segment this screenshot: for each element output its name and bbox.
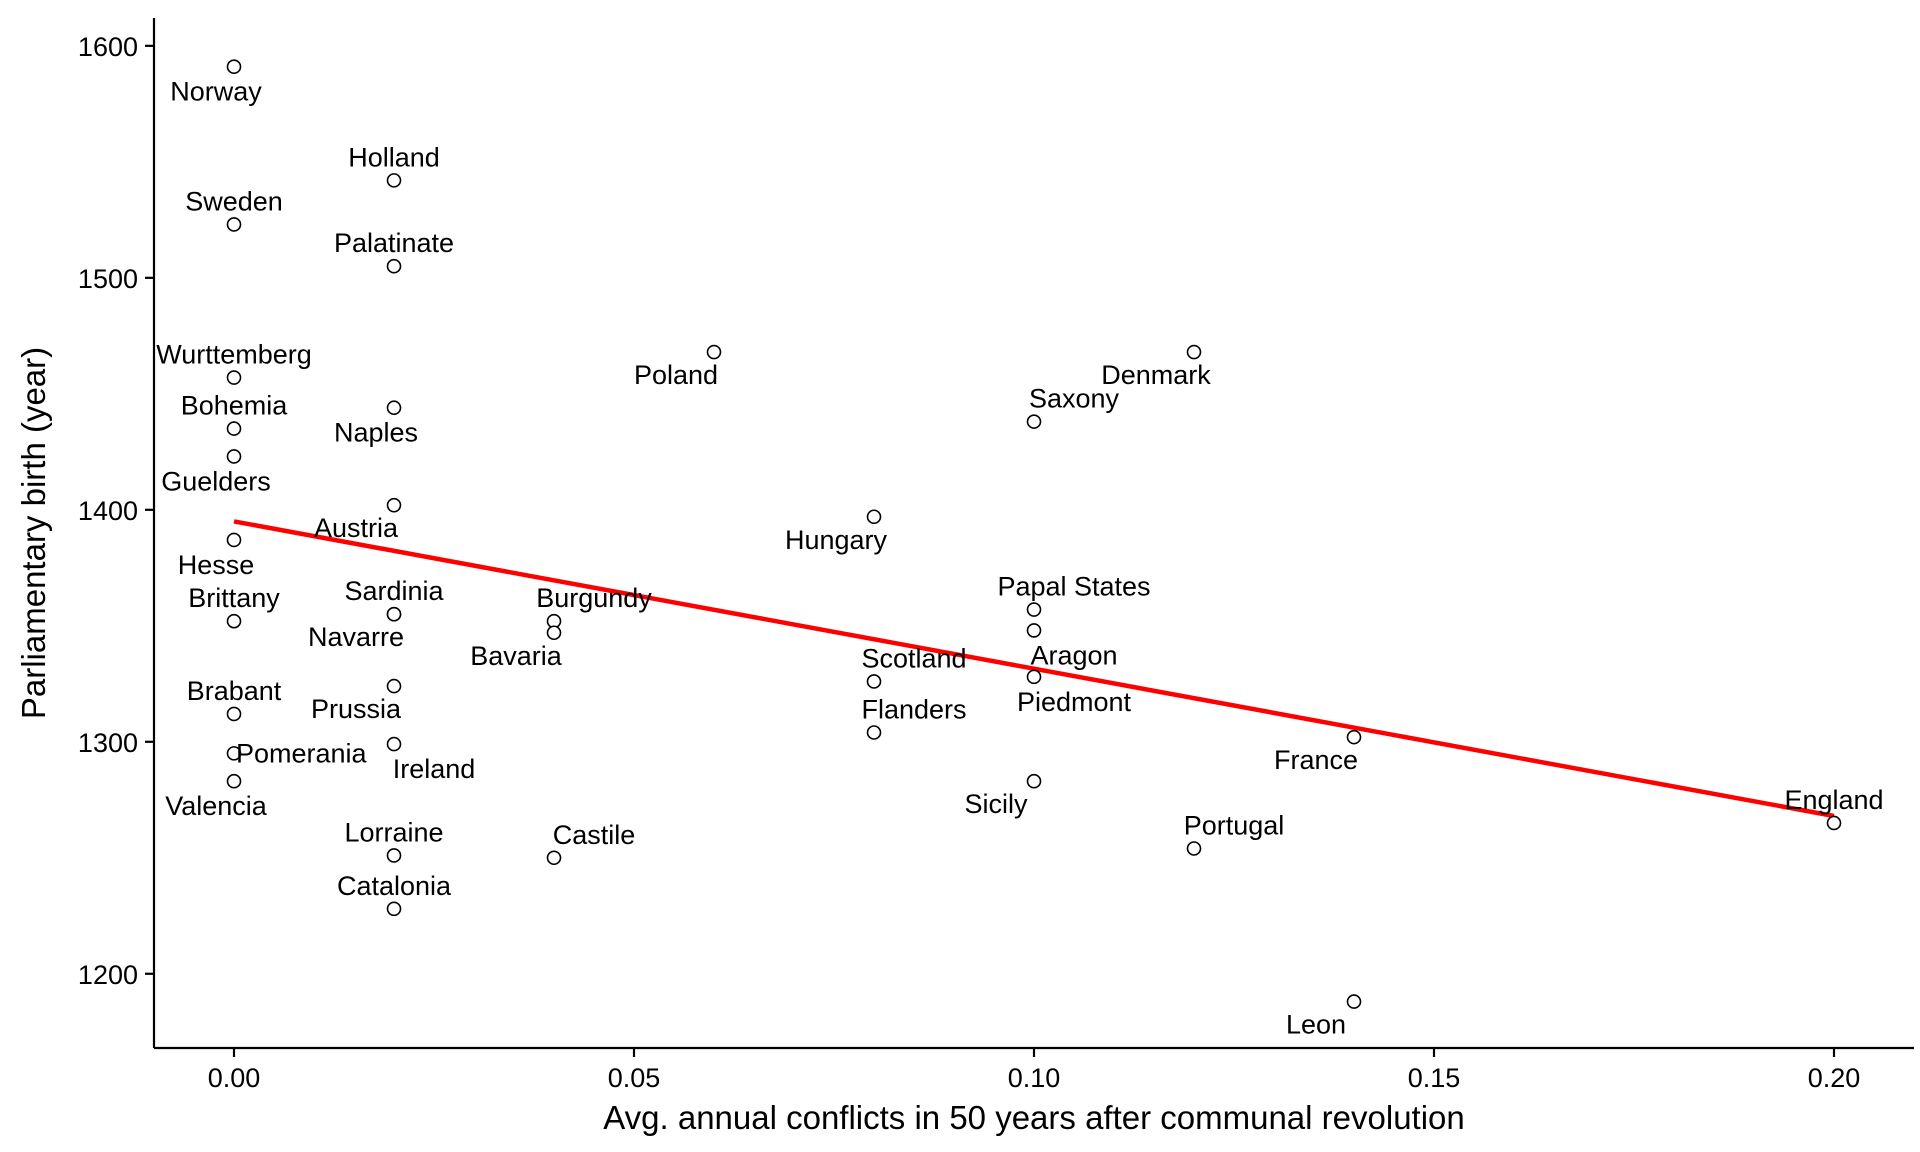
x-axis: 0.00 0.05 0.10 0.15 0.20: [154, 1046, 1914, 1093]
point-label: Guelders: [161, 466, 271, 496]
data-point: [386, 848, 402, 863]
point-label: Burgundy: [536, 583, 652, 613]
point-label: Leon: [1286, 1010, 1346, 1040]
point-label: Portugal: [1184, 810, 1285, 840]
point-label: Flanders: [861, 695, 966, 725]
y-tick-label: 1400: [78, 496, 138, 526]
x-tick-label: 0.00: [208, 1063, 261, 1093]
point-label: Papal States: [997, 572, 1150, 602]
point-label: Navarre: [308, 622, 404, 652]
y-tick-label: 1500: [78, 264, 138, 294]
data-point: [1026, 602, 1042, 617]
y-tick-label: 1600: [78, 32, 138, 62]
point-label: Bavaria: [470, 641, 563, 671]
y-ticks: 1200 1300 1400 1500 1600: [78, 32, 154, 990]
x-tick-label: 0.10: [1008, 1063, 1061, 1093]
y-tick-label: 1300: [78, 728, 138, 758]
regression-line: [233, 519, 1835, 819]
data-point: [546, 625, 562, 641]
data-point: [1346, 994, 1362, 1009]
point-label: Norway: [170, 77, 262, 107]
point-label: Sicily: [964, 789, 1028, 819]
point-label: Pomerania: [236, 738, 368, 768]
x-axis-title: Avg. annual conflicts in 50 years after …: [603, 1099, 1465, 1136]
data-point: [386, 497, 402, 513]
point-label: Valencia: [165, 791, 268, 821]
point-label: Aragon: [1030, 640, 1117, 670]
data-point: [386, 606, 402, 622]
point-label: Holland: [348, 142, 440, 172]
y-axis: 1200 1300 1400 1500 1600: [78, 18, 156, 1048]
point-label: Hesse: [178, 550, 255, 580]
point-label: Palatinate: [334, 228, 454, 258]
data-point: [1346, 729, 1362, 745]
data-point: [1026, 414, 1042, 429]
point-label: Sweden: [185, 186, 283, 216]
data-point: [706, 344, 722, 360]
data-point: [1026, 773, 1042, 789]
data-point: [866, 509, 882, 525]
data-points: [226, 59, 1842, 1009]
point-label: Naples: [334, 418, 418, 448]
point-label: Bohemia: [181, 391, 289, 421]
point-label: Hungary: [785, 525, 888, 555]
point-label: Piedmont: [1017, 687, 1132, 717]
point-label: Wurttemberg: [156, 340, 312, 370]
data-point: [226, 217, 242, 232]
data-point: [386, 901, 402, 917]
x-tick-label: 0.15: [1408, 1063, 1461, 1093]
y-tick-label: 1200: [78, 960, 138, 990]
point-label: Castile: [553, 820, 636, 850]
data-point: [866, 674, 882, 689]
data-point: [386, 400, 402, 416]
x-ticks: 0.00 0.05 0.10 0.15 0.20: [208, 1048, 1861, 1093]
point-label: England: [1784, 785, 1883, 815]
data-point: [386, 678, 402, 694]
data-point: [386, 736, 402, 752]
point-label: Scotland: [861, 643, 966, 673]
data-point: [226, 449, 242, 464]
point-label: Lorraine: [344, 817, 443, 847]
data-point: [1186, 344, 1202, 360]
data-point: [226, 773, 242, 789]
data-point: [546, 850, 562, 866]
point-labels: Norway Sweden Wurttemberg Bohemia Guelders He…: [156, 77, 1883, 1040]
point-label: Poland: [634, 360, 718, 390]
data-point: [226, 613, 242, 629]
point-label: Ireland: [393, 754, 476, 784]
point-label: Prussia: [311, 694, 402, 724]
data-point: [1186, 841, 1202, 856]
data-point: [386, 173, 402, 188]
data-point: [386, 258, 402, 274]
point-label: Catalonia: [337, 871, 452, 901]
data-point: [226, 370, 242, 385]
y-axis-title: Parliamentary birth (year): [15, 347, 52, 719]
data-point: [1826, 815, 1842, 831]
point-label: Saxony: [1029, 384, 1120, 414]
data-point: [1026, 623, 1042, 638]
data-point: [226, 532, 242, 548]
data-point: [866, 725, 882, 740]
x-tick-label: 0.05: [608, 1063, 661, 1093]
point-label: Sardinia: [344, 576, 444, 606]
data-point: [1026, 669, 1042, 685]
point-label: France: [1274, 745, 1358, 775]
x-tick-label: 0.20: [1808, 1063, 1861, 1093]
data-point: [226, 706, 242, 722]
point-label: Austria: [314, 513, 399, 543]
point-label: Denmark: [1101, 360, 1211, 390]
data-point: [226, 59, 242, 75]
data-point: [226, 421, 242, 436]
point-label: Brabant: [187, 676, 282, 706]
point-label: Brittany: [188, 583, 280, 613]
data-point: [226, 746, 242, 761]
